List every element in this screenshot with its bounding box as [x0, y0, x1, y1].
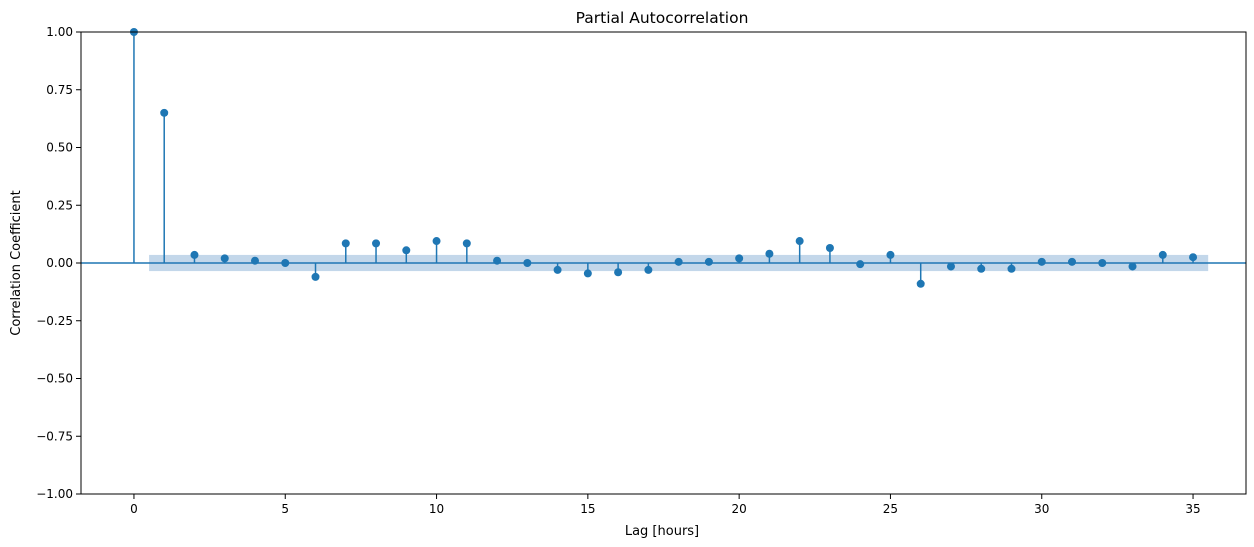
marker-lag-5: [281, 259, 290, 267]
marker-lag-23: [825, 243, 834, 252]
x-tick-label-5: 5: [281, 502, 289, 516]
chart-title: Partial Autocorrelation: [576, 9, 749, 27]
marker-lag-21: [765, 249, 774, 258]
y-tick-label-8: −1.00: [36, 487, 73, 501]
marker-lag-3: [220, 254, 229, 263]
x-tick-label-25: 25: [883, 502, 898, 516]
y-tick-label-3: 0.25: [46, 198, 73, 212]
marker-lag-10: [432, 237, 441, 246]
marker-lag-24: [856, 260, 865, 269]
marker-lag-16: [614, 268, 623, 277]
marker-lag-32: [1098, 259, 1107, 267]
marker-lag-20: [735, 254, 744, 263]
plot-area: 0 5 10 15 20 25 30 35 1.00 0.75 0.50 0.25 0.00 −0.25 −…: [36, 25, 1247, 516]
marker-lag-4: [250, 256, 259, 265]
marker-lag-9: [402, 246, 411, 255]
marker-lag-27: [946, 262, 955, 271]
y-tick-label-2: 0.50: [46, 141, 73, 155]
marker-lag-12: [493, 256, 502, 265]
x-tick-label-30: 30: [1034, 502, 1049, 516]
marker-lag-34: [1158, 250, 1167, 259]
marker-lag-13: [523, 259, 532, 267]
marker-lag-1: [160, 108, 169, 117]
marker-lag-25: [886, 250, 895, 259]
marker-lag-29: [1007, 264, 1016, 273]
marker-lag-19: [704, 257, 713, 266]
marker-lag-17: [644, 265, 653, 274]
y-axis-title: Correlation Coefficient: [9, 190, 24, 336]
marker-lag-15: [583, 269, 592, 278]
y-tick-label-1: 0.75: [46, 83, 73, 97]
y-tick-label-0: 1.00: [46, 25, 73, 39]
y-tick-label-7: −0.75: [36, 429, 73, 443]
marker-lag-2: [190, 250, 199, 259]
marker-lag-30: [1037, 257, 1046, 266]
x-tick-label-20: 20: [732, 502, 747, 516]
marker-lag-35: [1189, 253, 1198, 262]
marker-lag-6: [311, 272, 320, 281]
x-tick-label-10: 10: [429, 502, 444, 516]
marker-lag-33: [1128, 262, 1137, 271]
marker-lag-14: [553, 265, 562, 274]
marker-lag-31: [1068, 257, 1077, 266]
y-tick-label-6: −0.50: [36, 372, 73, 386]
marker-lag-26: [916, 279, 925, 288]
y-tick-label-4: 0.00: [46, 256, 73, 270]
marker-lag-8: [372, 239, 381, 248]
marker-lag-22: [795, 237, 804, 246]
x-tick-label-0: 0: [130, 502, 138, 516]
marker-lag-7: [341, 239, 350, 248]
y-tick-label-5: −0.25: [36, 314, 73, 328]
x-axis-title: Lag [hours]: [625, 524, 699, 539]
marker-lag-28: [977, 264, 986, 273]
marker-lag-11: [462, 239, 471, 248]
x-tick-label-35: 35: [1185, 502, 1200, 516]
x-tick-label-15: 15: [580, 502, 595, 516]
marker-lag-18: [674, 257, 683, 266]
